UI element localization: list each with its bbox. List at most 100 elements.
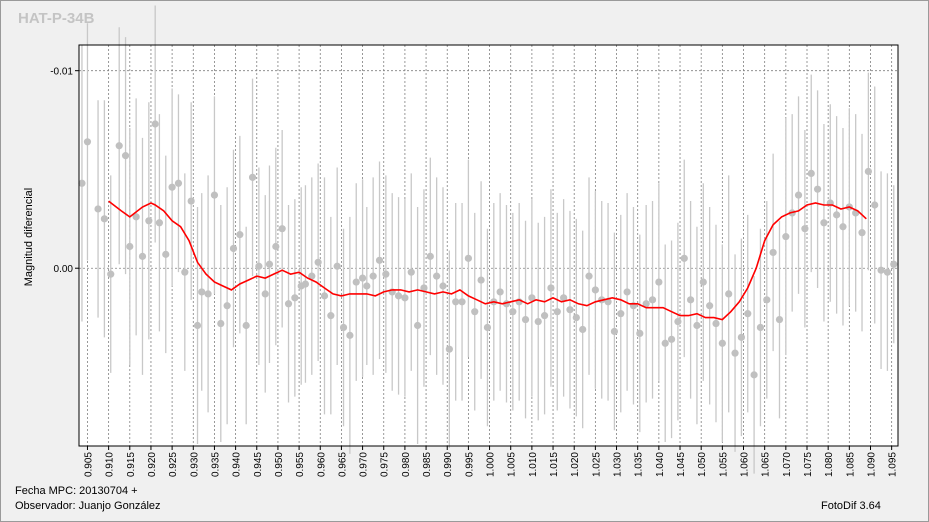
data-point <box>617 310 625 318</box>
data-point <box>566 306 574 314</box>
data-point <box>278 225 286 233</box>
x-tick-label: 0.980 <box>401 452 412 477</box>
data-point <box>132 213 140 221</box>
data-point <box>591 286 599 294</box>
data-point <box>138 252 147 260</box>
data-point <box>687 296 695 304</box>
data-point <box>693 321 701 330</box>
data-point <box>291 294 299 302</box>
data-point <box>151 120 159 128</box>
data-point <box>807 169 815 177</box>
data-point <box>198 288 206 296</box>
x-tick-label: 0.945 <box>253 452 264 477</box>
data-point <box>763 296 771 304</box>
x-tick-label: 0.925 <box>168 452 179 477</box>
data-point <box>401 294 409 302</box>
x-tick-label: 0.910 <box>105 452 116 477</box>
data-point <box>496 288 504 296</box>
data-point <box>458 298 466 306</box>
x-tick-label: 0.935 <box>210 452 221 477</box>
data-point <box>369 272 377 280</box>
trend-line <box>108 200 867 321</box>
observer-label: Observador: Juanjo González <box>15 500 161 512</box>
data-point <box>648 296 657 304</box>
data-point <box>877 266 885 274</box>
data-point <box>540 312 549 320</box>
x-tick-label: 1.020 <box>570 452 581 477</box>
data-point <box>433 272 441 280</box>
data-point <box>890 260 898 268</box>
data-point <box>78 179 86 187</box>
data-point <box>115 142 123 150</box>
data-point <box>126 242 134 251</box>
data-point <box>833 211 841 219</box>
data-point <box>636 329 644 338</box>
data-point <box>572 314 580 322</box>
data-point <box>255 262 263 270</box>
data-point <box>168 183 176 191</box>
data-point <box>414 321 422 330</box>
data-point <box>871 201 879 209</box>
data-point <box>864 167 872 176</box>
data-point <box>661 339 669 347</box>
data-point <box>242 321 250 330</box>
data-point <box>712 319 720 328</box>
plot-area <box>79 45 898 446</box>
data-point <box>83 138 92 146</box>
data-point <box>769 248 777 257</box>
x-tick-label: 1.030 <box>613 452 624 477</box>
data-point <box>363 282 371 290</box>
x-tick-label: 0.915 <box>126 452 137 477</box>
data-point <box>162 250 170 258</box>
x-tick-label: 1.000 <box>486 452 497 477</box>
x-tick-label: 1.065 <box>761 452 772 477</box>
data-point <box>706 302 714 310</box>
data-point <box>744 310 752 318</box>
x-tick-label: 1.070 <box>782 452 793 477</box>
data-point <box>407 268 415 276</box>
x-tick-label: 1.075 <box>803 452 814 477</box>
data-point <box>547 284 555 292</box>
data-point <box>483 323 492 332</box>
x-tick-label: 1.010 <box>528 452 539 477</box>
data-point <box>339 323 348 332</box>
x-tick-label: 0.920 <box>147 452 158 477</box>
data-point <box>174 179 183 187</box>
data-point <box>346 331 354 339</box>
x-tick-label: 0.950 <box>274 452 285 477</box>
y-tick-label: -0.01 <box>50 67 73 78</box>
data-point <box>699 278 707 286</box>
data-point <box>782 233 790 241</box>
data-point <box>375 256 384 264</box>
data-point <box>94 205 102 213</box>
data-point <box>839 223 847 231</box>
data-point <box>667 335 676 343</box>
x-tick-label: 0.905 <box>83 452 94 477</box>
data-point <box>358 274 367 282</box>
software-version-label: FotoDif 3.64 <box>821 500 881 512</box>
data-point <box>610 327 619 336</box>
trend-line-group <box>108 200 867 321</box>
data-point <box>623 288 631 296</box>
x-tick-label: 1.085 <box>845 452 856 477</box>
y-tick-label: 0.00 <box>54 264 74 275</box>
data-point <box>858 229 866 237</box>
plot-border <box>78 44 899 447</box>
data-point <box>236 231 244 239</box>
data-point <box>794 191 803 199</box>
data-point <box>560 294 568 302</box>
data-point <box>737 333 745 341</box>
data-point <box>464 254 472 262</box>
x-tick-label: 1.055 <box>718 452 729 477</box>
data-point <box>394 292 403 300</box>
data-point <box>284 300 293 308</box>
x-tick-label: 1.050 <box>697 452 708 477</box>
data-point <box>301 280 310 288</box>
axes: 0.905 0.910 0.915 0.920 0.925 0.930 0.935 0.940… <box>50 44 899 477</box>
data-point <box>883 268 892 276</box>
data-point <box>801 225 809 233</box>
data-point <box>426 252 434 260</box>
data-point <box>352 278 360 286</box>
